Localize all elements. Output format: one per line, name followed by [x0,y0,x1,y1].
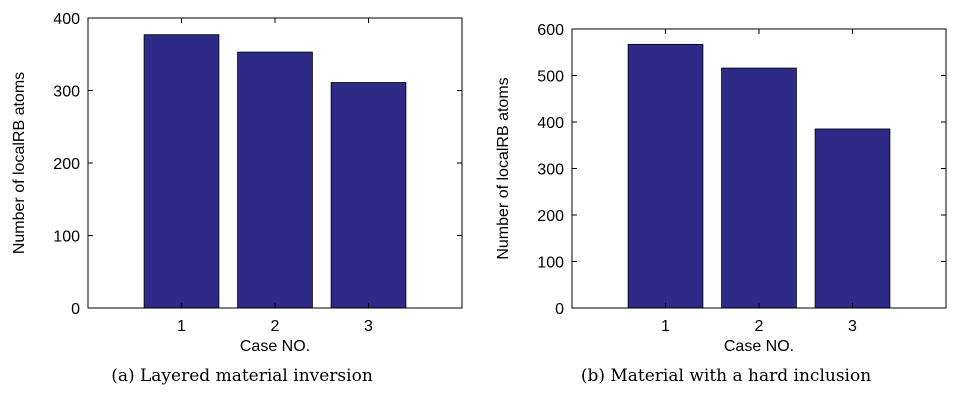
chart-panel-b: 0 100 200 300 400 500 600 1 2 3 Case NO. Number of … [484,0,967,406]
y-tick-label: 0 [71,301,80,318]
y-tick-label: 500 [537,69,564,86]
y-tick-label: 100 [537,255,564,272]
bar-1 [627,43,704,309]
x-tick-label: 3 [364,318,373,335]
bar-2 [237,51,313,309]
bar-3 [330,82,407,309]
x-axis-label: Case NO. [240,338,310,355]
x-tick-label: 3 [848,318,857,335]
x-tick-label: 2 [755,318,764,335]
x-axis-label: Case NO. [724,338,794,355]
y-tick-label: 300 [537,162,564,179]
y-tick-label: 400 [53,11,80,28]
x-tick-label: 1 [177,318,186,335]
y-tick-label: 400 [537,115,564,132]
bar-chart-a: 0 100 200 300 400 1 2 3 Case NO. Number of localR… [11,11,463,355]
y-tick-label: 600 [537,22,564,39]
chart-panel-a: 0 100 200 300 400 1 2 3 Case NO. Number of localR… [11,11,463,386]
caption-b: (b) Material with a hard inclusion [580,366,872,386]
bar-1 [143,34,220,309]
bar-3 [814,128,891,309]
y-tick-label: 200 [537,208,564,225]
y-tick-label: 100 [53,229,80,246]
x-tick-label: 1 [661,318,670,335]
y-tick-label: 300 [53,84,80,101]
x-tick-label: 2 [271,318,280,335]
y-tick-label: 0 [555,301,564,318]
bar-chart-b: 0 100 200 300 400 500 600 1 2 3 Case NO. Number of … [495,22,947,355]
y-axis-label: Number of localRB atoms [11,72,28,254]
bar-2 [721,67,797,309]
y-tick-label: 200 [53,156,80,173]
y-axis-label: Number of localRB atoms [495,77,512,259]
caption-a: (a) Layered material inversion [111,366,373,386]
